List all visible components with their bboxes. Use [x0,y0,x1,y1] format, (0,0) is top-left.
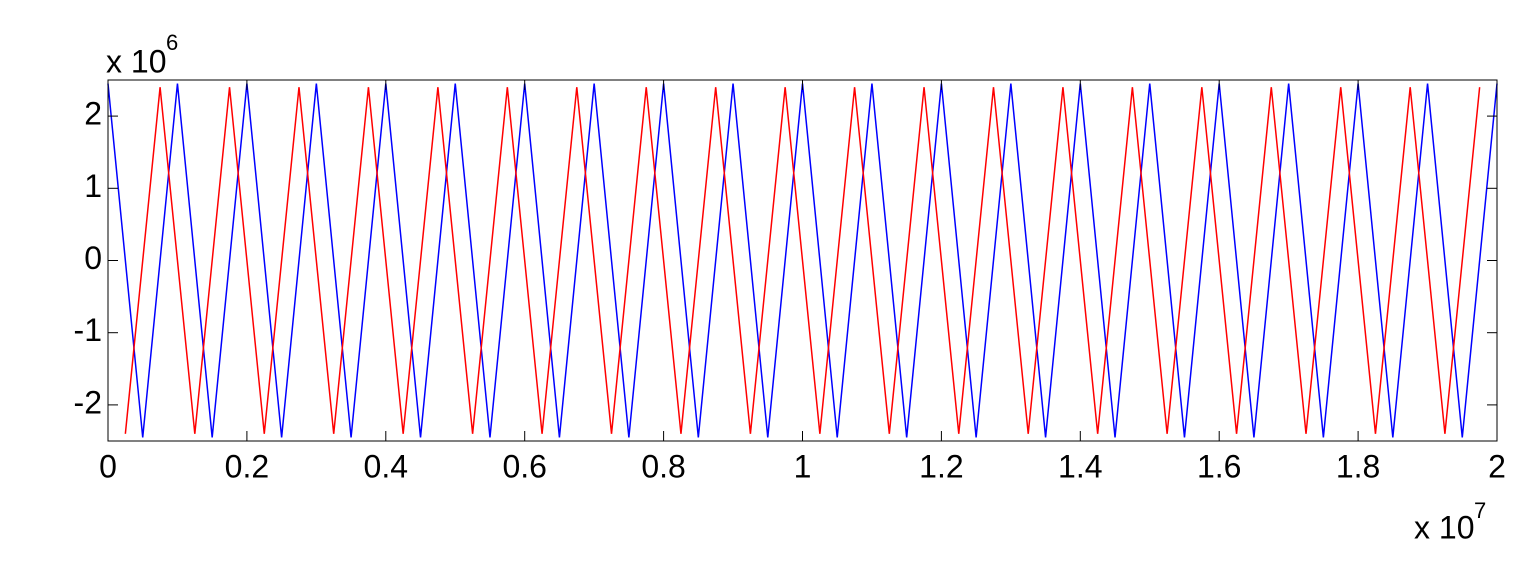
x-tick-label: 1.4 [1058,448,1102,484]
x-exponent: 7 [1474,498,1486,523]
x-tick-label: 1.6 [1197,448,1241,484]
y-tick-label: -1 [74,312,102,348]
x-tick-label: 1.2 [919,448,963,484]
y-tick-label: 2 [84,96,102,132]
x-exponent-base: x 10 [1414,509,1474,545]
x-tick-label: 0.2 [225,448,269,484]
y-tick-label: -2 [74,384,102,420]
x-tick-label: 0.4 [364,448,408,484]
y-tick-label: 1 [84,168,102,204]
x-tick-label: 0.6 [502,448,546,484]
series-line [124,87,1481,434]
y-tick-label: 0 [84,240,102,276]
y-exponent: 6 [166,30,178,55]
x-tick-label: 2 [1488,448,1506,484]
x-tick-label: 0.8 [641,448,685,484]
x-tick-label: 1 [794,448,812,484]
y-exponent-base: x 10 [106,43,166,79]
x-tick-label: 1.8 [1336,448,1380,484]
x-tick-label: 0 [99,448,117,484]
